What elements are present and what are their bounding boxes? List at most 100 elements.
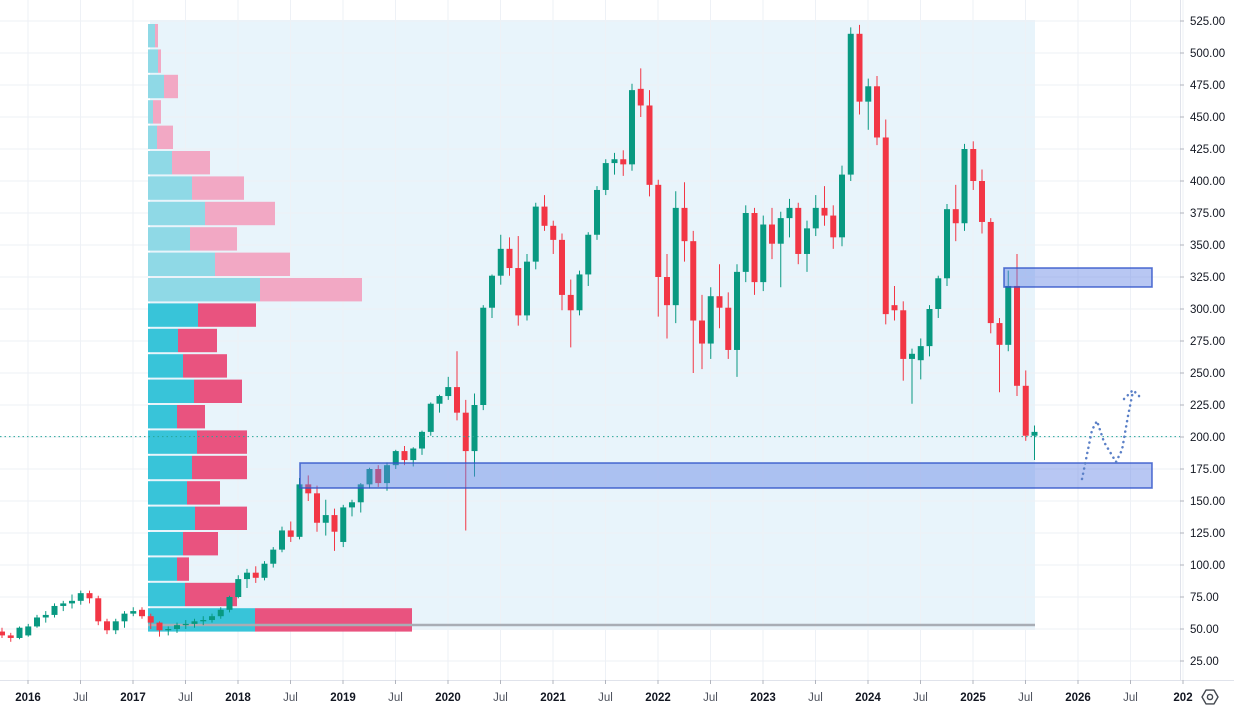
price-axis-label: 475.00 <box>1190 80 1225 92</box>
candle <box>532 202 539 270</box>
volume-profile-sell-bar <box>153 100 161 124</box>
time-axis-label: 2023 <box>750 692 776 704</box>
volume-profile-sell-bar <box>194 379 242 403</box>
candle <box>349 499 355 517</box>
volume-profile-buy-bar <box>148 405 177 429</box>
forecast-arrow[interactable] <box>1080 388 1143 481</box>
volume-profile <box>148 24 412 632</box>
candle <box>147 613 154 629</box>
candle <box>226 595 233 613</box>
price-axis-label: 50.00 <box>1190 624 1219 636</box>
candle <box>672 191 679 324</box>
supply-zone[interactable] <box>1003 267 1153 288</box>
volume-profile-sell-bar <box>215 252 290 276</box>
volume-profile-sell-bar <box>178 328 217 353</box>
candle <box>427 402 434 436</box>
candle <box>121 611 128 628</box>
candle <box>314 485 320 532</box>
candle <box>51 603 58 618</box>
candle <box>795 202 802 265</box>
candle <box>419 430 425 455</box>
price-axis-label: 500.00 <box>1190 48 1225 60</box>
candle <box>322 499 329 536</box>
volume-profile-buy-bar <box>148 328 178 353</box>
candle <box>392 449 399 469</box>
candle <box>217 607 224 619</box>
volume-profile-sell-bar <box>197 430 247 454</box>
price-axis-label: 425.00 <box>1190 144 1225 156</box>
candle <box>786 198 793 238</box>
time-axis-label: Jul <box>1123 692 1138 704</box>
volume-profile-buy-bar <box>148 176 192 200</box>
candle <box>244 568 250 589</box>
candle <box>200 616 207 626</box>
price-axis-label: 75.00 <box>1190 592 1219 604</box>
candle <box>0 627 5 638</box>
candle <box>401 445 408 466</box>
price-axis-label: 325.00 <box>1190 272 1225 284</box>
time-axis[interactable]: 2016 Jul 2017 Jul 2018 Jul 2019 Jul 2020 Jul 2021 J… <box>15 680 1193 704</box>
candle <box>515 236 522 326</box>
candle <box>567 279 574 348</box>
volume-profile-sell-bar <box>158 49 161 73</box>
candle <box>130 607 137 617</box>
time-axis-label: 2021 <box>540 692 566 704</box>
candle <box>830 205 837 249</box>
candle <box>1014 253 1020 397</box>
time-axis-label: Jul <box>283 692 298 704</box>
volume-profile-sell-bar <box>183 354 227 378</box>
candle <box>384 462 390 491</box>
candle <box>602 159 609 196</box>
price-axis-label: 275.00 <box>1190 336 1225 348</box>
volume-profile-sell-bar <box>177 557 189 581</box>
time-axis-label: 2022 <box>645 692 671 704</box>
candle <box>287 521 294 542</box>
volume-profile-sell-bar <box>187 481 220 505</box>
price-axis[interactable]: 525.00 500.00 475.00 450.00 425.00 400.00 375.… <box>1180 16 1225 668</box>
candle <box>7 632 14 642</box>
price-axis-label: 450.00 <box>1190 112 1225 124</box>
candle <box>331 508 338 551</box>
time-axis-label: 202 <box>1173 692 1192 704</box>
price-axis-label: 175.00 <box>1190 464 1225 476</box>
candle <box>594 186 600 240</box>
time-axis-label: 2019 <box>330 692 356 704</box>
demand-zone[interactable] <box>299 462 1153 489</box>
candle <box>1031 425 1038 461</box>
candle <box>952 184 959 242</box>
candle <box>769 207 775 260</box>
volume-profile-buy-bar <box>148 455 192 480</box>
time-axis-label: 2016 <box>15 692 41 704</box>
candle <box>629 83 635 171</box>
candle <box>279 526 285 553</box>
candle <box>42 611 49 623</box>
time-axis-label: Jul <box>73 692 88 704</box>
candle <box>462 399 469 531</box>
candle <box>445 376 452 400</box>
volume-profile-buy-bar <box>148 506 195 530</box>
time-axis-label: Jul <box>493 692 508 704</box>
candle <box>252 566 259 583</box>
candle <box>174 622 180 633</box>
price-axis-label: 125.00 <box>1190 528 1225 540</box>
candle <box>865 78 872 130</box>
candle <box>209 613 215 623</box>
volume-profile-sell-bar <box>157 125 173 149</box>
settings-icon[interactable] <box>1201 689 1219 705</box>
volume-profile-sell-bar <box>192 176 244 200</box>
candle <box>86 590 93 604</box>
price-axis-label: 250.00 <box>1190 368 1225 380</box>
candle <box>489 274 495 318</box>
candle <box>182 620 189 629</box>
time-axis-label: Jul <box>913 692 928 704</box>
volume-profile-sell-bar <box>177 405 205 429</box>
candle <box>611 152 618 175</box>
candle <box>891 285 898 321</box>
candle <box>699 294 705 370</box>
candle <box>655 179 662 317</box>
volume-profile-sell-bar <box>164 74 178 99</box>
candle <box>917 338 924 380</box>
volume-profile-buy-bar <box>148 125 157 149</box>
